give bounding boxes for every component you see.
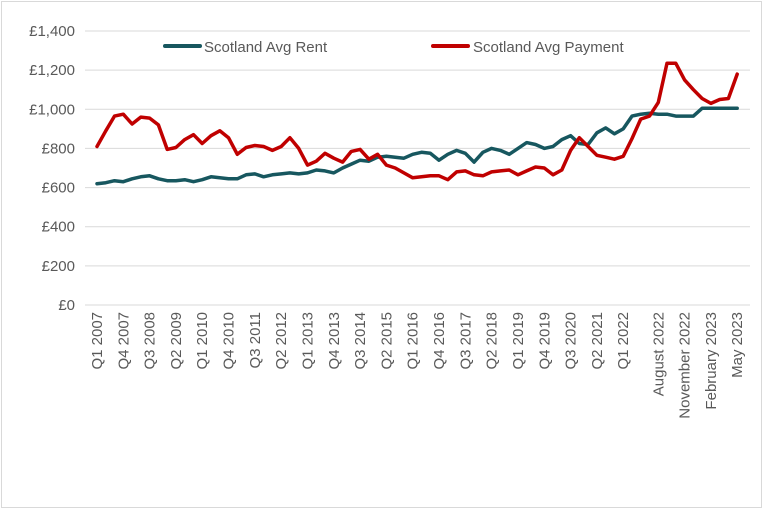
legend-payment-label: Scotland Avg Payment: [473, 39, 624, 56]
x-tick-label: Q1 2013: [299, 312, 316, 370]
x-axis-labels: Q1 2007 Q4 2007 Q3 2008 Q2 2009 Q1 2010 Q4 20…: [89, 312, 746, 419]
x-tick-label: Q4 2010: [221, 312, 238, 370]
x-tick-label: Q1 2007: [89, 312, 106, 370]
x-tick-label: Q2 2009: [168, 312, 185, 370]
y-tick-label: £1,000: [29, 101, 75, 118]
x-tick-label: Q3 2014: [352, 312, 369, 370]
x-tick-label: Q2 2012: [273, 312, 290, 370]
gridlines: [85, 30, 750, 306]
series-line-rent: [95, 106, 739, 186]
x-tick-label: November 2022: [677, 312, 694, 419]
x-tick-label: Q3 2017: [457, 312, 474, 370]
x-tick-label: Q4 2019: [536, 312, 553, 370]
x-tick-label: Q3 2008: [142, 312, 159, 370]
x-tick-label: Q2 2015: [378, 312, 395, 370]
x-tick-label: Q1 2016: [405, 312, 422, 370]
x-tick-label: Q4 2016: [431, 312, 448, 370]
x-tick-label: Q2 2021: [589, 312, 606, 370]
x-tick-label: May 2023: [729, 312, 746, 378]
y-tick-label: £800: [42, 140, 75, 157]
y-tick-label: £600: [42, 180, 75, 197]
x-tick-label: Q2 2018: [484, 312, 501, 370]
legend-rent-label: Scotland Avg Rent: [204, 39, 328, 56]
legend: Scotland Avg Rent Scotland Avg Payment: [163, 39, 624, 56]
x-tick-label: Q3 2011: [247, 312, 264, 368]
x-tick-label: Q1 2019: [510, 312, 527, 370]
y-tick-label: £0: [58, 297, 75, 314]
x-tick-label: Q1 2022: [615, 312, 632, 370]
x-tick-label: Q4 2007: [115, 312, 132, 370]
series-lines: [95, 61, 739, 186]
x-tick-label: Q1 2010: [194, 312, 211, 370]
series-line-payment: [95, 61, 739, 182]
x-tick-label: August 2022: [650, 312, 667, 396]
y-tick-label: £1,400: [29, 23, 75, 40]
y-tick-label: £400: [42, 219, 75, 236]
y-axis-labels: £0 £200 £400 £600 £800 £1,000 £1,200 £1,400: [29, 23, 75, 314]
x-tick-label: Q3 2020: [563, 312, 580, 370]
y-tick-label: £1,200: [29, 62, 75, 79]
x-tick-label: Q4 2013: [326, 312, 343, 370]
x-tick-label: February 2023: [703, 312, 720, 410]
y-tick-label: £200: [42, 258, 75, 275]
